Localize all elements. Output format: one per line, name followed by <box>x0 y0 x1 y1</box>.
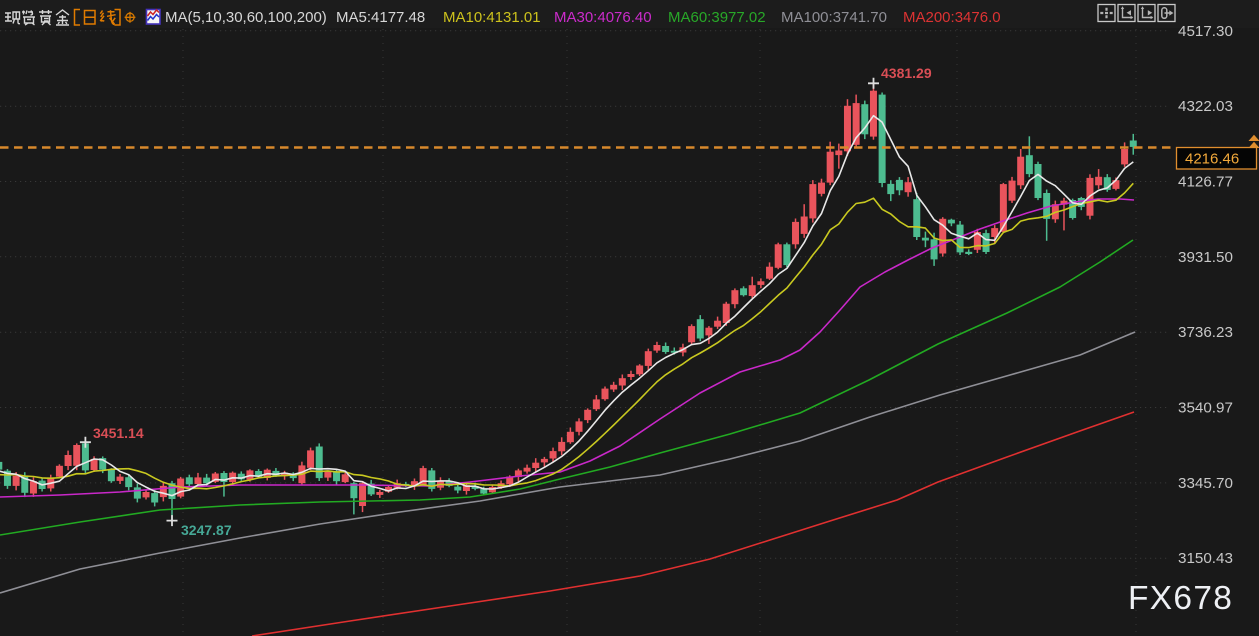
svg-text:4216.46: 4216.46 <box>1185 151 1239 168</box>
svg-text:4381.29: 4381.29 <box>881 65 932 81</box>
svg-text:3150.43: 3150.43 <box>1178 550 1233 567</box>
svg-text:3451.14: 3451.14 <box>93 425 144 441</box>
svg-text:3931.50: 3931.50 <box>1178 249 1233 266</box>
svg-text:3345.70: 3345.70 <box>1178 475 1233 492</box>
svg-text:3736.23: 3736.23 <box>1178 324 1233 341</box>
svg-text:3247.87: 3247.87 <box>181 522 232 538</box>
svg-text:4517.30: 4517.30 <box>1178 23 1233 40</box>
svg-text:3540.97: 3540.97 <box>1178 400 1233 417</box>
svg-text:4322.03: 4322.03 <box>1178 98 1233 115</box>
svg-text:4126.77: 4126.77 <box>1178 174 1233 191</box>
svg-text:FX678: FX678 <box>1128 580 1233 617</box>
